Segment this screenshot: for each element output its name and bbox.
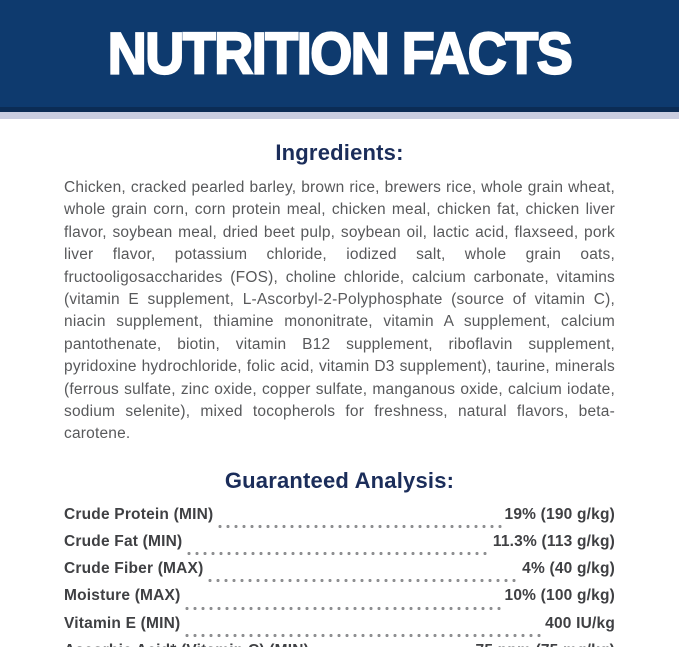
analysis-row: Crude Fat (MIN) 11.3% (113 g/kg): [64, 533, 615, 560]
analysis-row: Moisture (MAX) 10% (100 g/kg): [64, 587, 615, 614]
analysis-row: Crude Fiber (MAX) 4% (40 g/kg): [64, 560, 615, 587]
analysis-row-label: Vitamin E (MIN): [64, 614, 181, 632]
analysis-row-value: 11.3% (113 g/kg): [492, 533, 615, 551]
analysis-row-label: Ascorbic Acid* (Vitamin C) (MIN): [64, 642, 309, 647]
analysis-row-label: Crude Fiber (MAX): [64, 560, 204, 578]
analysis-row: Ascorbic Acid* (Vitamin C) (MIN) 75 ppm …: [64, 642, 615, 647]
page-title: NUTRITION FACTS: [107, 20, 574, 87]
analysis-row-label: Crude Protein (MIN): [64, 505, 214, 523]
ingredients-heading: Ingredients:: [275, 140, 404, 165]
analysis-row-value: 75 ppm (75 mg/kg): [476, 642, 616, 647]
analysis-row-value: 400 IU/kg: [545, 614, 615, 632]
analysis-row: Crude Protein (MIN) 19% (190 g/kg): [64, 506, 615, 533]
analysis-row-label: Crude Fat (MIN): [64, 533, 183, 551]
analysis-row-value: 10% (100 g/kg): [504, 587, 615, 605]
analysis-row-label: Moisture (MAX): [64, 587, 181, 605]
analysis-row-value: 19% (190 g/kg): [504, 505, 615, 523]
analysis-rows: Crude Protein (MIN) 19% (190 g/kg) Crude…: [64, 506, 615, 647]
dot-leader: [183, 632, 544, 638]
guaranteed-analysis-heading: Guaranteed Analysis:: [224, 467, 455, 493]
dot-leader: [216, 524, 503, 530]
title-banner: NUTRITION FACTS: [0, 0, 679, 112]
ingredients-text: Chicken, cracked pearled barley, brown r…: [64, 179, 615, 443]
analysis-row-value: 4% (40 g/kg): [522, 560, 615, 578]
analysis-row: Vitamin E (MIN) 400 IU/kg: [64, 615, 615, 642]
dot-leader: [183, 605, 503, 611]
dot-leader: [206, 578, 521, 584]
dot-leader: [185, 551, 491, 557]
